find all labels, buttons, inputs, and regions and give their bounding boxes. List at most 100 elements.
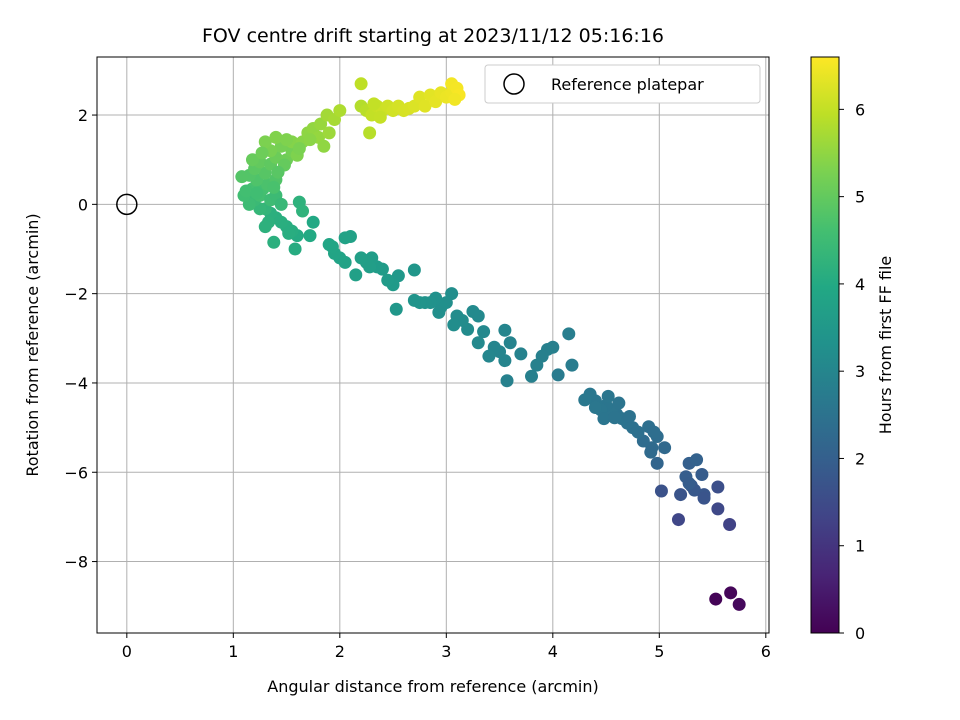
colorbar: 0 1 2 3 4 5 6 Hours from first FF file — [810, 56, 895, 643]
colorbar-tick-label: 4 — [855, 275, 865, 294]
data-point — [255, 146, 269, 160]
x-tick-label: 1 — [228, 642, 238, 661]
data-point — [271, 165, 285, 179]
data-point — [258, 220, 272, 234]
colorbar-tick-label: 3 — [855, 362, 865, 381]
data-point — [280, 133, 294, 147]
legend-marker — [503, 73, 525, 95]
data-point — [503, 336, 517, 350]
data-points — [235, 77, 746, 611]
data-point — [354, 251, 368, 265]
data-point — [601, 389, 615, 403]
y-tick-label: 2 — [78, 106, 88, 125]
data-point — [267, 235, 281, 249]
data-point — [258, 135, 272, 149]
data-point — [267, 180, 281, 194]
data-point — [306, 215, 320, 229]
y-tick-label: −8 — [64, 553, 88, 572]
data-point — [303, 133, 317, 147]
y-tick-label: −2 — [64, 285, 88, 304]
reference-marker — [116, 193, 138, 216]
colorbar-tick-label: 5 — [855, 188, 865, 207]
colorbar-gradient — [810, 56, 840, 634]
grid-lines — [97, 57, 769, 633]
data-point — [292, 142, 306, 156]
data-point — [471, 336, 485, 350]
data-point — [498, 323, 512, 337]
data-point — [432, 305, 446, 319]
data-point — [674, 488, 688, 502]
data-point — [407, 263, 421, 277]
data-point — [711, 502, 725, 516]
data-point — [671, 513, 685, 527]
data-point — [530, 358, 544, 372]
data-point — [274, 197, 288, 211]
data-point — [381, 273, 395, 287]
data-point — [514, 347, 528, 361]
data-point — [654, 484, 668, 498]
colorbar-tick-label: 0 — [855, 624, 865, 643]
data-point — [354, 77, 368, 91]
y-tick-label: −6 — [64, 463, 88, 482]
data-point — [562, 327, 576, 341]
data-point — [732, 597, 746, 611]
y-tick-label: 0 — [78, 195, 88, 214]
data-point — [565, 358, 579, 372]
data-point — [288, 242, 302, 256]
y-axis: −8 −6 −4 −2 0 2 — [64, 106, 97, 572]
chart-title: FOV centre drift starting at 2023/11/12 … — [202, 25, 664, 47]
x-tick-label: 4 — [548, 642, 558, 661]
data-point — [269, 130, 283, 144]
data-point — [650, 456, 664, 470]
data-point — [333, 104, 347, 118]
data-point — [500, 374, 514, 388]
data-point — [477, 325, 491, 339]
x-tick-label: 0 — [122, 642, 132, 661]
legend-box — [484, 64, 761, 104]
data-point — [658, 441, 672, 455]
data-point — [250, 186, 264, 200]
colorbar-ticks: 0 1 2 3 4 5 6 — [839, 100, 865, 643]
data-point — [349, 268, 363, 282]
data-point — [245, 153, 259, 167]
y-axis-label: Rotation from reference (arcmin) — [23, 213, 42, 476]
data-point — [418, 99, 432, 113]
data-point — [612, 396, 626, 410]
colorbar-label: Hours from first FF file — [876, 256, 895, 435]
data-point — [647, 425, 661, 439]
data-point — [482, 349, 496, 363]
data-point — [644, 445, 658, 459]
data-point — [466, 305, 480, 319]
data-point — [608, 411, 622, 425]
legend: Reference platepar — [484, 64, 761, 104]
x-tick-label: 5 — [654, 642, 664, 661]
data-point — [578, 393, 592, 407]
data-point — [322, 238, 336, 252]
data-point — [338, 231, 352, 245]
data-point — [448, 92, 462, 106]
data-point — [697, 491, 711, 505]
data-point — [597, 412, 611, 426]
y-tick-label: −4 — [64, 374, 88, 393]
legend-label: Reference platepar — [551, 75, 704, 94]
colorbar-tick-label: 2 — [855, 449, 865, 468]
data-point — [724, 586, 738, 600]
data-point — [239, 184, 253, 198]
data-point — [709, 592, 723, 606]
data-point — [363, 126, 377, 140]
data-point — [551, 368, 565, 382]
data-point — [711, 480, 725, 494]
data-point — [322, 126, 336, 140]
data-point — [447, 318, 461, 332]
x-axis: 0 1 2 3 4 5 6 — [122, 633, 771, 661]
data-point — [373, 110, 387, 124]
data-point — [695, 467, 709, 481]
data-point — [690, 453, 704, 467]
data-point — [622, 409, 636, 423]
data-point — [235, 170, 249, 184]
x-tick-label: 3 — [441, 642, 451, 661]
x-axis-label: Angular distance from reference (arcmin) — [267, 677, 598, 696]
data-point — [303, 229, 317, 243]
data-point — [282, 226, 296, 240]
